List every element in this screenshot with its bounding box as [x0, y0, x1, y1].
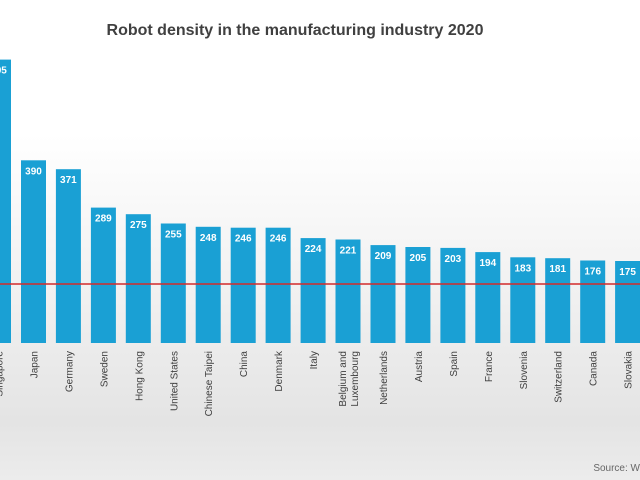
bar-value-label: 205	[410, 253, 427, 264]
category-label: United States	[169, 351, 180, 411]
bar	[370, 245, 396, 343]
bar-value-label: 181	[549, 264, 566, 275]
category-label: Japan	[30, 351, 41, 378]
bar-value-label: 221	[340, 246, 357, 257]
bar-value-label: 176	[584, 267, 601, 278]
bar	[615, 261, 640, 343]
bar-value-label: 183	[514, 263, 531, 274]
bar-value-label: 246	[270, 234, 287, 245]
category-label: Belgium and	[338, 351, 349, 407]
bar	[21, 160, 46, 343]
category-label: Luxembourg	[350, 351, 361, 407]
bar-value-label: 224	[305, 244, 322, 255]
bar-value-label: 605	[0, 66, 7, 77]
bar-value-label: 255	[165, 230, 182, 241]
bar	[510, 257, 536, 343]
category-label: Italy	[309, 351, 320, 369]
bar	[0, 59, 11, 343]
bar-value-label: 390	[25, 166, 42, 177]
bar	[545, 258, 571, 343]
bar-value-label: 275	[130, 220, 147, 231]
bar	[125, 214, 151, 343]
source-note: Source: W	[593, 463, 640, 474]
bar	[230, 227, 256, 343]
bar-value-label: 209	[375, 251, 392, 262]
category-label: Switzerland	[554, 351, 565, 403]
bar	[195, 226, 221, 343]
bar-value-label: 175	[619, 267, 636, 278]
bar	[405, 247, 431, 343]
category-label: Sweden	[99, 351, 110, 387]
bar	[580, 260, 606, 343]
category-label: Germany	[64, 351, 75, 392]
bar	[55, 169, 81, 343]
category-label: Denmark	[274, 350, 285, 392]
category-label: Chinese Taipei	[204, 351, 215, 416]
bar-value-label: 289	[95, 214, 112, 225]
bar-value-label: 248	[200, 233, 217, 244]
category-label: Netherlands	[379, 351, 390, 405]
category-label: France	[484, 351, 495, 383]
bar-value-label: 194	[479, 258, 496, 269]
bar	[300, 238, 326, 343]
bar	[440, 247, 466, 343]
bar	[90, 207, 116, 343]
bar	[475, 252, 501, 343]
bar-value-label: 371	[60, 175, 77, 186]
bar	[265, 227, 291, 343]
category-label: Hong Kong	[134, 351, 145, 401]
category-label: Slovakia	[624, 351, 635, 389]
bar-value-label: 203	[445, 254, 462, 265]
category-label: Austria	[414, 351, 425, 383]
chart-title: Robot density in the manufacturing indus…	[106, 22, 484, 39]
category-label: Singapore	[0, 351, 6, 397]
category-label: Canada	[589, 351, 600, 386]
bar-value-label: 246	[235, 234, 252, 245]
category-label: China	[239, 351, 250, 378]
bar	[335, 239, 361, 343]
category-label: Spain	[449, 351, 460, 377]
category-label: Slovenia	[519, 351, 530, 390]
